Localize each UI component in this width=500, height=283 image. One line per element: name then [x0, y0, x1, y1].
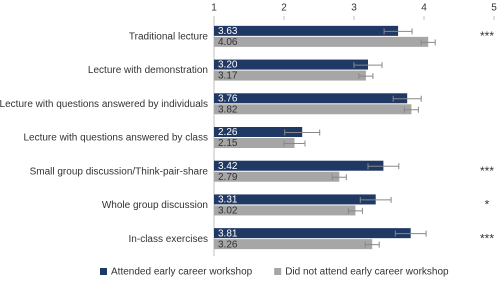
bar: [214, 127, 303, 137]
error-bar: [420, 39, 436, 46]
bar: [214, 93, 408, 104]
bar: [214, 194, 376, 205]
value-label: 3.42: [218, 161, 238, 172]
value-label: 3.31: [218, 195, 238, 206]
x-tick-label: 5: [491, 3, 497, 14]
significance: ***: [480, 29, 494, 43]
y-tick-label: Whole group discussion: [102, 200, 208, 211]
error-bar: [358, 73, 374, 80]
bar: [214, 171, 340, 182]
error-bar: [403, 106, 419, 113]
value-label: 3.81: [218, 228, 238, 239]
x-tick-label: 3: [351, 3, 357, 14]
error-bar: [367, 163, 400, 170]
value-label: 3.20: [218, 60, 238, 71]
y-tick-label: Lecture with questions answered by class: [23, 133, 208, 144]
error-bar: [283, 140, 306, 147]
error-bar: [284, 129, 321, 136]
bar: [214, 239, 373, 250]
y-tick-label: In-class exercises: [129, 234, 208, 245]
x-tick-label: 1: [211, 3, 217, 14]
value-label: 3.63: [218, 26, 238, 37]
y-tick-label: Lecture with demonstration: [88, 65, 208, 76]
bar: [214, 138, 295, 148]
value-label: 3.17: [218, 71, 238, 82]
bar: [214, 25, 399, 36]
error-bar: [359, 196, 392, 203]
legend-label: Did not attend early career workshop: [285, 267, 449, 278]
bar: [214, 205, 356, 216]
bar: [214, 104, 412, 115]
x-tick-label: 4: [421, 3, 427, 14]
value-label: 3.02: [218, 206, 238, 217]
legend-swatch: [274, 268, 282, 275]
value-label: 3.76: [218, 93, 238, 104]
y-tick-label: Small group discussion/Think-pair-share: [30, 166, 209, 177]
significance: ***: [480, 231, 494, 245]
error-bar: [353, 62, 383, 69]
y-tick-label: Traditional lecture: [129, 31, 209, 42]
bar: [214, 70, 366, 81]
error-bar: [394, 230, 427, 237]
x-tick-label: 2: [281, 3, 287, 14]
legend-label: Attended early career workshop: [111, 267, 253, 278]
value-label: 4.06: [218, 37, 238, 48]
bar: [214, 59, 368, 70]
value-label: 2.79: [218, 172, 238, 183]
error-bar: [392, 95, 422, 102]
error-bar: [383, 28, 413, 35]
legend-swatch: [100, 268, 107, 275]
bar: [214, 228, 411, 239]
value-label: 2.15: [218, 138, 238, 149]
bar: [214, 160, 384, 171]
significance: *: [485, 198, 490, 212]
bar: [214, 36, 429, 47]
error-bar: [347, 207, 363, 214]
error-bar: [331, 174, 347, 181]
error-bar: [364, 241, 380, 248]
value-label: 3.26: [218, 239, 238, 250]
significance: ***: [480, 164, 494, 178]
value-label: 2.26: [218, 127, 238, 138]
value-label: 3.82: [218, 104, 238, 115]
y-tick-label: Lecture with questions answered by indiv…: [0, 99, 208, 110]
